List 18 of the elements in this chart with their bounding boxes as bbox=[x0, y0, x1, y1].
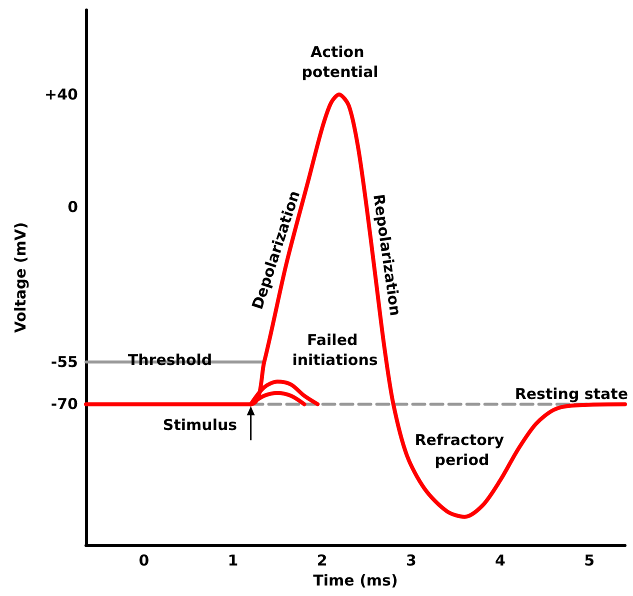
annotation: Refractory period bbox=[414, 431, 510, 469]
y-tick-label: +40 bbox=[44, 85, 78, 104]
x-tick-label: 3 bbox=[406, 552, 416, 570]
x-tick-label: 4 bbox=[495, 552, 506, 570]
x-tick-label: 5 bbox=[584, 552, 595, 570]
y-tick-label: 0 bbox=[68, 198, 78, 216]
x-tick-label: 1 bbox=[228, 552, 238, 570]
y-tick-label: -70 bbox=[50, 395, 78, 414]
annotation: Failed initiations bbox=[292, 331, 378, 369]
x-tick-label: 0 bbox=[138, 552, 150, 570]
y-axis-title: Voltage (mV) bbox=[12, 222, 30, 333]
series-label: Threshold bbox=[128, 350, 212, 369]
annotation: Stimulus bbox=[162, 416, 238, 434]
x-axis-title: Time (ms) bbox=[313, 572, 398, 590]
annotation: Action potential bbox=[302, 43, 378, 81]
y-tick-label: -55 bbox=[50, 352, 78, 371]
series-label: Resting state bbox=[514, 385, 628, 404]
x-tick-label: 2 bbox=[316, 552, 328, 570]
